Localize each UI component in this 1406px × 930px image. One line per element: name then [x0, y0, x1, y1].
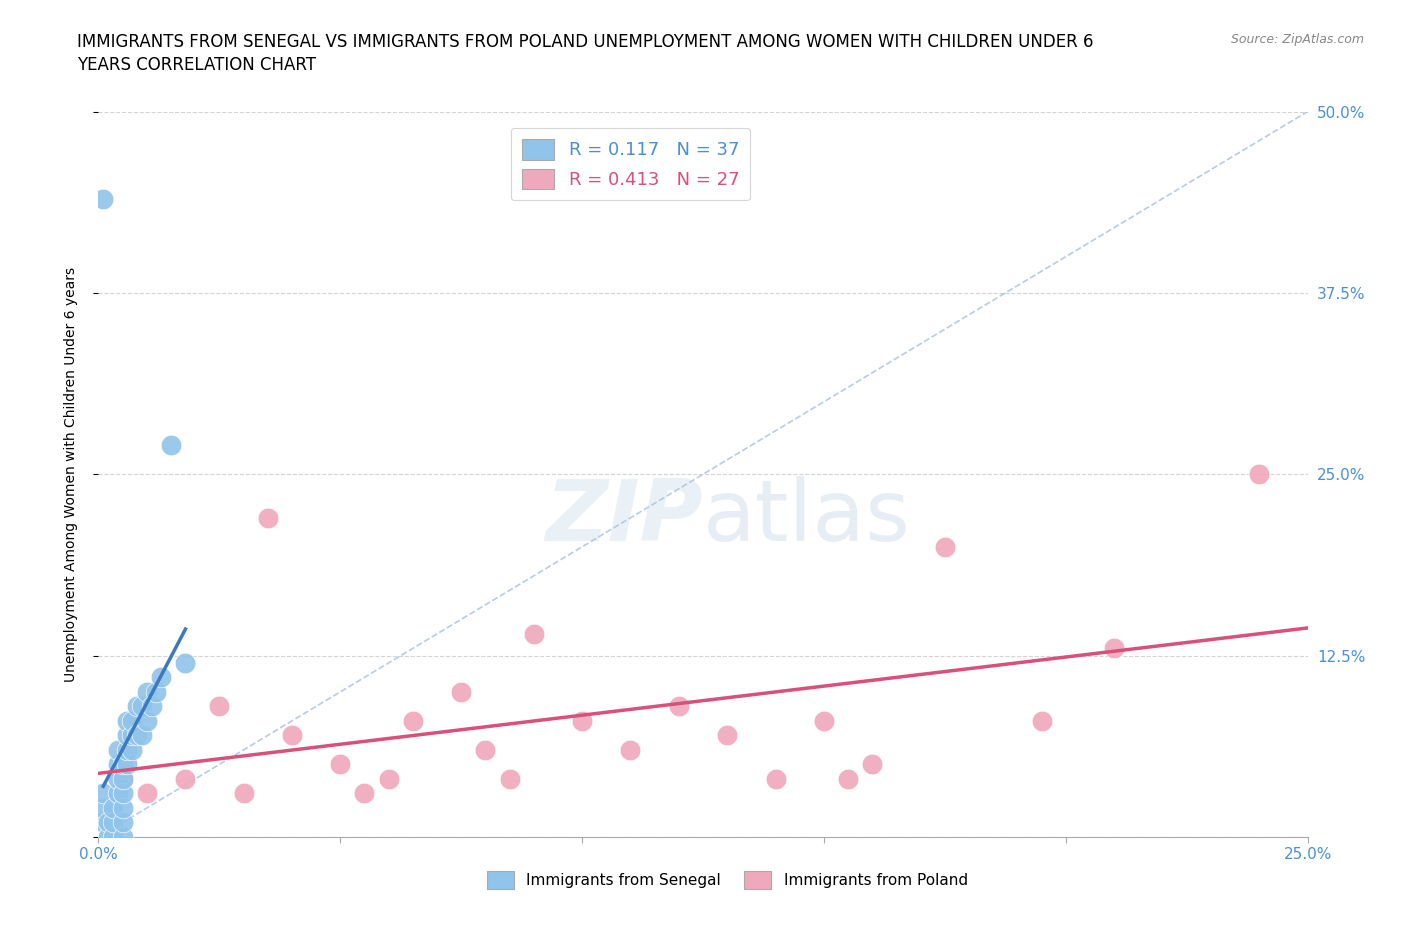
- Point: [101, 801, 124, 816]
- Point: [135, 713, 157, 728]
- Point: [571, 713, 593, 728]
- Point: [107, 772, 129, 787]
- Point: [111, 830, 134, 844]
- Point: [208, 699, 231, 714]
- Point: [91, 192, 114, 206]
- Legend: Immigrants from Senegal, Immigrants from Poland: Immigrants from Senegal, Immigrants from…: [481, 865, 974, 895]
- Point: [1102, 641, 1125, 656]
- Point: [97, 815, 120, 830]
- Point: [402, 713, 425, 728]
- Text: Source: ZipAtlas.com: Source: ZipAtlas.com: [1230, 33, 1364, 46]
- Point: [281, 728, 304, 743]
- Point: [498, 772, 520, 787]
- Point: [121, 742, 143, 757]
- Point: [329, 757, 352, 772]
- Point: [107, 757, 129, 772]
- Point: [127, 728, 149, 743]
- Text: atlas: atlas: [703, 476, 911, 559]
- Point: [117, 757, 139, 772]
- Point: [160, 438, 183, 453]
- Point: [117, 728, 139, 743]
- Point: [232, 786, 254, 801]
- Point: [107, 742, 129, 757]
- Text: IMMIGRANTS FROM SENEGAL VS IMMIGRANTS FROM POLAND UNEMPLOYMENT AMONG WOMEN WITH : IMMIGRANTS FROM SENEGAL VS IMMIGRANTS FR…: [77, 33, 1094, 50]
- Point: [474, 742, 496, 757]
- Point: [111, 786, 134, 801]
- Point: [150, 670, 173, 684]
- Point: [111, 801, 134, 816]
- Point: [1031, 713, 1053, 728]
- Point: [135, 684, 157, 699]
- Point: [174, 656, 197, 671]
- Point: [131, 728, 153, 743]
- Point: [135, 786, 157, 801]
- Point: [256, 511, 278, 525]
- Point: [716, 728, 738, 743]
- Point: [860, 757, 883, 772]
- Point: [121, 713, 143, 728]
- Point: [141, 699, 163, 714]
- Point: [1249, 467, 1271, 482]
- Point: [619, 742, 641, 757]
- Point: [523, 627, 546, 642]
- Text: ZIP: ZIP: [546, 476, 703, 559]
- Point: [111, 757, 134, 772]
- Point: [668, 699, 690, 714]
- Point: [121, 728, 143, 743]
- Point: [145, 684, 167, 699]
- Text: YEARS CORRELATION CHART: YEARS CORRELATION CHART: [77, 56, 316, 73]
- Point: [174, 772, 197, 787]
- Point: [934, 539, 956, 554]
- Point: [91, 786, 114, 801]
- Point: [117, 713, 139, 728]
- Point: [131, 699, 153, 714]
- Point: [127, 699, 149, 714]
- Point: [111, 815, 134, 830]
- Point: [107, 786, 129, 801]
- Point: [97, 830, 120, 844]
- Point: [101, 830, 124, 844]
- Point: [91, 815, 114, 830]
- Point: [101, 815, 124, 830]
- Point: [837, 772, 859, 787]
- Point: [377, 772, 399, 787]
- Point: [111, 772, 134, 787]
- Point: [117, 742, 139, 757]
- Point: [91, 801, 114, 816]
- Point: [765, 772, 787, 787]
- Point: [813, 713, 835, 728]
- Y-axis label: Unemployment Among Women with Children Under 6 years: Unemployment Among Women with Children U…: [63, 267, 77, 682]
- Point: [353, 786, 375, 801]
- Point: [450, 684, 472, 699]
- Point: [111, 772, 134, 787]
